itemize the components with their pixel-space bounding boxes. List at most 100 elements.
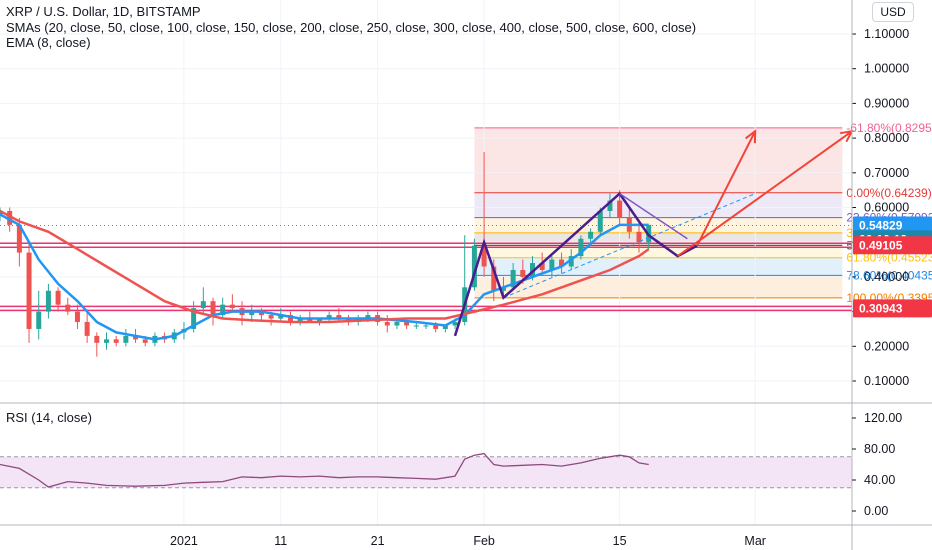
time-tick-label: 21 <box>371 534 385 548</box>
candle-body <box>491 266 497 291</box>
candle-body <box>326 315 332 319</box>
candle-body <box>297 318 303 323</box>
rsi-legend[interactable]: RSI (14, close) <box>6 410 92 425</box>
candle-body <box>578 238 584 257</box>
price-tag-label: 0.54829 <box>859 218 903 232</box>
candle-body <box>471 245 477 288</box>
price-tick-label: 0.70000 <box>864 166 909 180</box>
candle-body <box>510 269 516 288</box>
price-tick-label: 0.10000 <box>864 374 909 388</box>
candle-body <box>307 318 313 323</box>
price-tick-label: 0.90000 <box>864 96 909 110</box>
price-tag-label: 0.30943 <box>859 301 903 315</box>
rsi-pane <box>0 452 852 489</box>
candle-body <box>287 315 293 323</box>
price-tick-label: 1.00000 <box>864 62 909 76</box>
price-tag-bg <box>853 236 932 255</box>
ema-legend[interactable]: EMA (8, close) <box>6 35 91 50</box>
candle-body <box>384 322 390 326</box>
trend-drawings <box>453 129 854 337</box>
candle-body <box>258 311 264 316</box>
candle-body <box>549 259 555 270</box>
candle-body <box>45 290 51 312</box>
candle-body <box>36 311 42 329</box>
fibonacci-retracement: -61.80%(0.82956)0.00%(0.64239)23.60%(0.5… <box>474 121 932 305</box>
dashed-trendline <box>503 193 756 299</box>
price-tag-label: 0.49105 <box>859 238 903 252</box>
time-tick-label: 11 <box>274 534 287 548</box>
rsi-line <box>0 452 649 488</box>
candle-body <box>7 210 13 225</box>
candle-body <box>607 200 613 211</box>
candle-body <box>65 304 71 312</box>
candle-body <box>191 308 197 329</box>
horizontal-levels <box>0 224 852 312</box>
projection-arrow <box>677 130 853 257</box>
rsi-tick-label: 40.00 <box>864 473 895 487</box>
candle-body <box>123 335 129 343</box>
candle-body <box>452 322 458 326</box>
candle-body <box>433 325 439 329</box>
price-tag-bg <box>853 216 932 235</box>
time-tick-label: 15 <box>613 534 627 548</box>
fib-zone <box>474 217 843 233</box>
price-tick-label: 0.60000 <box>864 201 909 215</box>
sma-legend[interactable]: SMAs (20, close, 50, close, 100, close, … <box>6 20 697 35</box>
candle-body <box>142 339 148 343</box>
moving-average-line <box>0 213 649 341</box>
candle-body <box>210 301 216 316</box>
candle-body <box>588 231 594 239</box>
candle-body <box>74 311 80 323</box>
candle-body <box>500 287 506 291</box>
candle-body <box>530 263 535 277</box>
candle-body <box>394 322 400 326</box>
candle-body <box>133 335 139 340</box>
candle-body <box>442 325 448 329</box>
grid <box>0 0 852 525</box>
price-tick-label: 0.20000 <box>864 339 909 353</box>
fib-level-label: 78.60%(0.40435) <box>846 268 932 282</box>
price-tag-bg <box>853 299 932 318</box>
time-tick-label: Mar <box>744 534 766 548</box>
candle-body <box>200 301 206 309</box>
fib-zone <box>474 245 843 258</box>
candle-body <box>104 339 109 343</box>
projection-arrow-head <box>744 129 757 144</box>
candle-body <box>317 318 322 323</box>
candle-body <box>520 269 526 277</box>
candle-body <box>423 325 429 327</box>
candle-body <box>597 210 603 232</box>
symbol-title[interactable]: XRP / U.S. Dollar, 1D, BITSTAMP <box>6 4 201 19</box>
candle-body <box>113 339 119 343</box>
candle-body <box>229 304 235 309</box>
rsi-tick-label: 0.00 <box>864 504 888 518</box>
candle-body <box>539 263 545 270</box>
candle-body <box>268 315 274 319</box>
currency-button[interactable]: USD <box>872 2 914 22</box>
candle-body <box>94 335 100 343</box>
candle-body <box>481 245 487 267</box>
price-tick-label: 0.40000 <box>864 270 909 284</box>
time-tick-label: Feb <box>473 534 495 548</box>
time-tick-label: 2021 <box>170 534 198 548</box>
candle-body <box>617 200 623 218</box>
candle-body <box>413 325 419 327</box>
candle-body <box>26 252 32 329</box>
moving-average-line <box>0 209 650 324</box>
price-tick-label: 0.80000 <box>864 131 909 145</box>
projection-arrow <box>696 130 757 247</box>
candle-body <box>336 315 342 319</box>
candle-body <box>16 224 22 253</box>
candle-body <box>568 256 574 267</box>
rsi-band <box>0 456 852 488</box>
candle-body <box>249 311 255 316</box>
time-axis: 2021 11 21 Feb 15 Mar <box>170 534 766 548</box>
candle-body <box>636 231 642 243</box>
candle-body <box>404 322 410 326</box>
candle-body <box>84 322 90 336</box>
candle-body <box>559 259 565 267</box>
rsi-tick-label: 80.00 <box>864 442 895 456</box>
pattern-neckline <box>619 192 688 240</box>
